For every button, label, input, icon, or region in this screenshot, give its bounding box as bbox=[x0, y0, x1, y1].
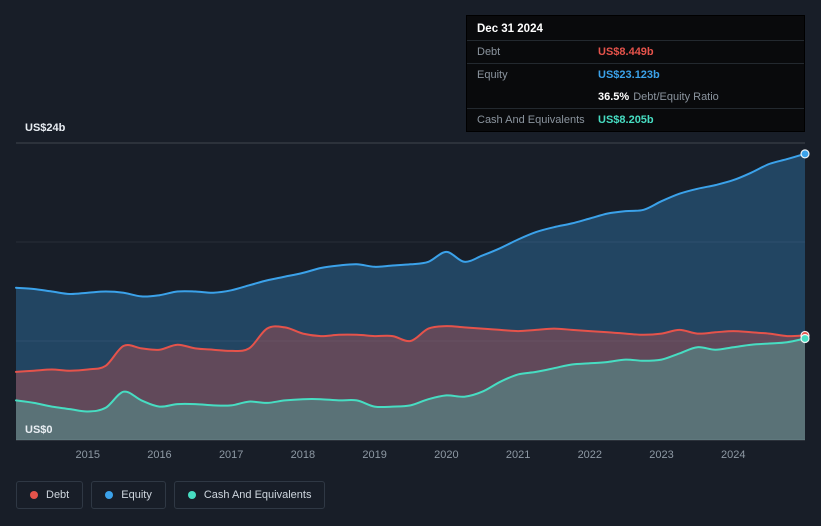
svg-text:2021: 2021 bbox=[506, 449, 530, 461]
legend-label-equity: Equity bbox=[121, 489, 152, 501]
tooltip-debt-value: US$8.449b bbox=[598, 46, 654, 58]
svg-text:2018: 2018 bbox=[291, 449, 315, 461]
debt-series-swatch bbox=[30, 491, 38, 499]
legend-label-cash: Cash And Equivalents bbox=[203, 489, 312, 501]
tooltip-equity-value: US$23.123b bbox=[598, 69, 660, 81]
svg-text:2022: 2022 bbox=[578, 449, 602, 461]
tooltip-ratio-label: Debt/Equity Ratio bbox=[633, 91, 719, 103]
y-axis-label-max: US$24b bbox=[25, 122, 66, 134]
svg-text:2017: 2017 bbox=[219, 449, 243, 461]
y-axis-label-zero: US$0 bbox=[25, 424, 53, 436]
legend-item-equity[interactable]: Equity bbox=[91, 481, 166, 509]
tooltip-ratio-value: 36.5% bbox=[598, 91, 630, 103]
tooltip-equity-label: Equity bbox=[477, 69, 508, 81]
cash-series-swatch bbox=[187, 491, 196, 499]
legend-label-debt: Debt bbox=[46, 489, 70, 501]
tooltip-cash-value: US$8.205b bbox=[598, 114, 654, 126]
chart-tooltip: Dec 31 2024 Debt US$8.449b Equity US$23.… bbox=[466, 15, 805, 132]
svg-text:2019: 2019 bbox=[362, 449, 386, 461]
tooltip-cash-row: Cash And Equivalents US$8.205b bbox=[467, 108, 804, 131]
tooltip-cash-label: Cash And Equivalents bbox=[477, 114, 585, 126]
tooltip-ratio-row: 36.5% Debt/Equity Ratio bbox=[467, 86, 804, 108]
tooltip-debt-row: Debt US$8.449b bbox=[467, 40, 804, 63]
legend-item-cash[interactable]: Cash And Equivalents bbox=[173, 481, 326, 509]
svg-text:2023: 2023 bbox=[649, 449, 673, 461]
tooltip-date: Dec 31 2024 bbox=[477, 23, 543, 35]
svg-text:2024: 2024 bbox=[721, 449, 745, 461]
chart-legend: Debt Equity Cash And Equivalents bbox=[16, 481, 326, 509]
tooltip-equity-row: Equity US$23.123b bbox=[467, 63, 804, 86]
equity-series-swatch bbox=[105, 491, 114, 499]
svg-text:2016: 2016 bbox=[147, 449, 171, 461]
svg-text:2015: 2015 bbox=[75, 449, 99, 461]
svg-text:2020: 2020 bbox=[434, 449, 458, 461]
tooltip-debt-label: Debt bbox=[477, 46, 501, 58]
legend-item-debt[interactable]: Debt bbox=[16, 481, 84, 509]
